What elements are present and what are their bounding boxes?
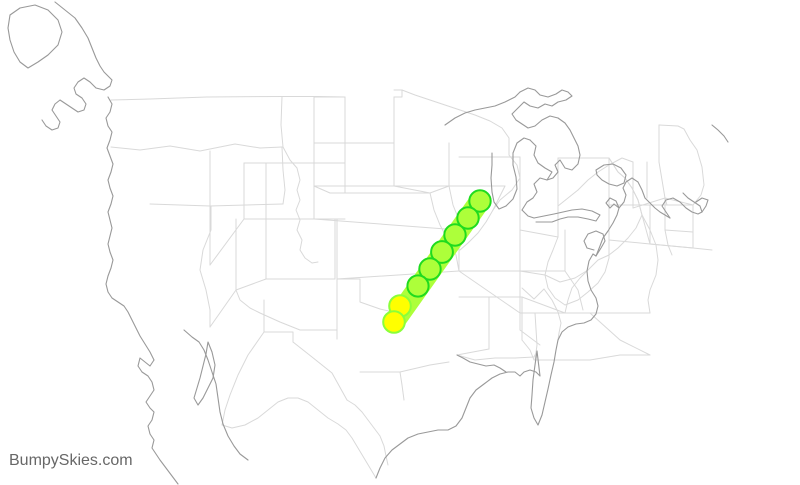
svg-text:BumpySkies.com: BumpySkies.com (9, 452, 133, 469)
